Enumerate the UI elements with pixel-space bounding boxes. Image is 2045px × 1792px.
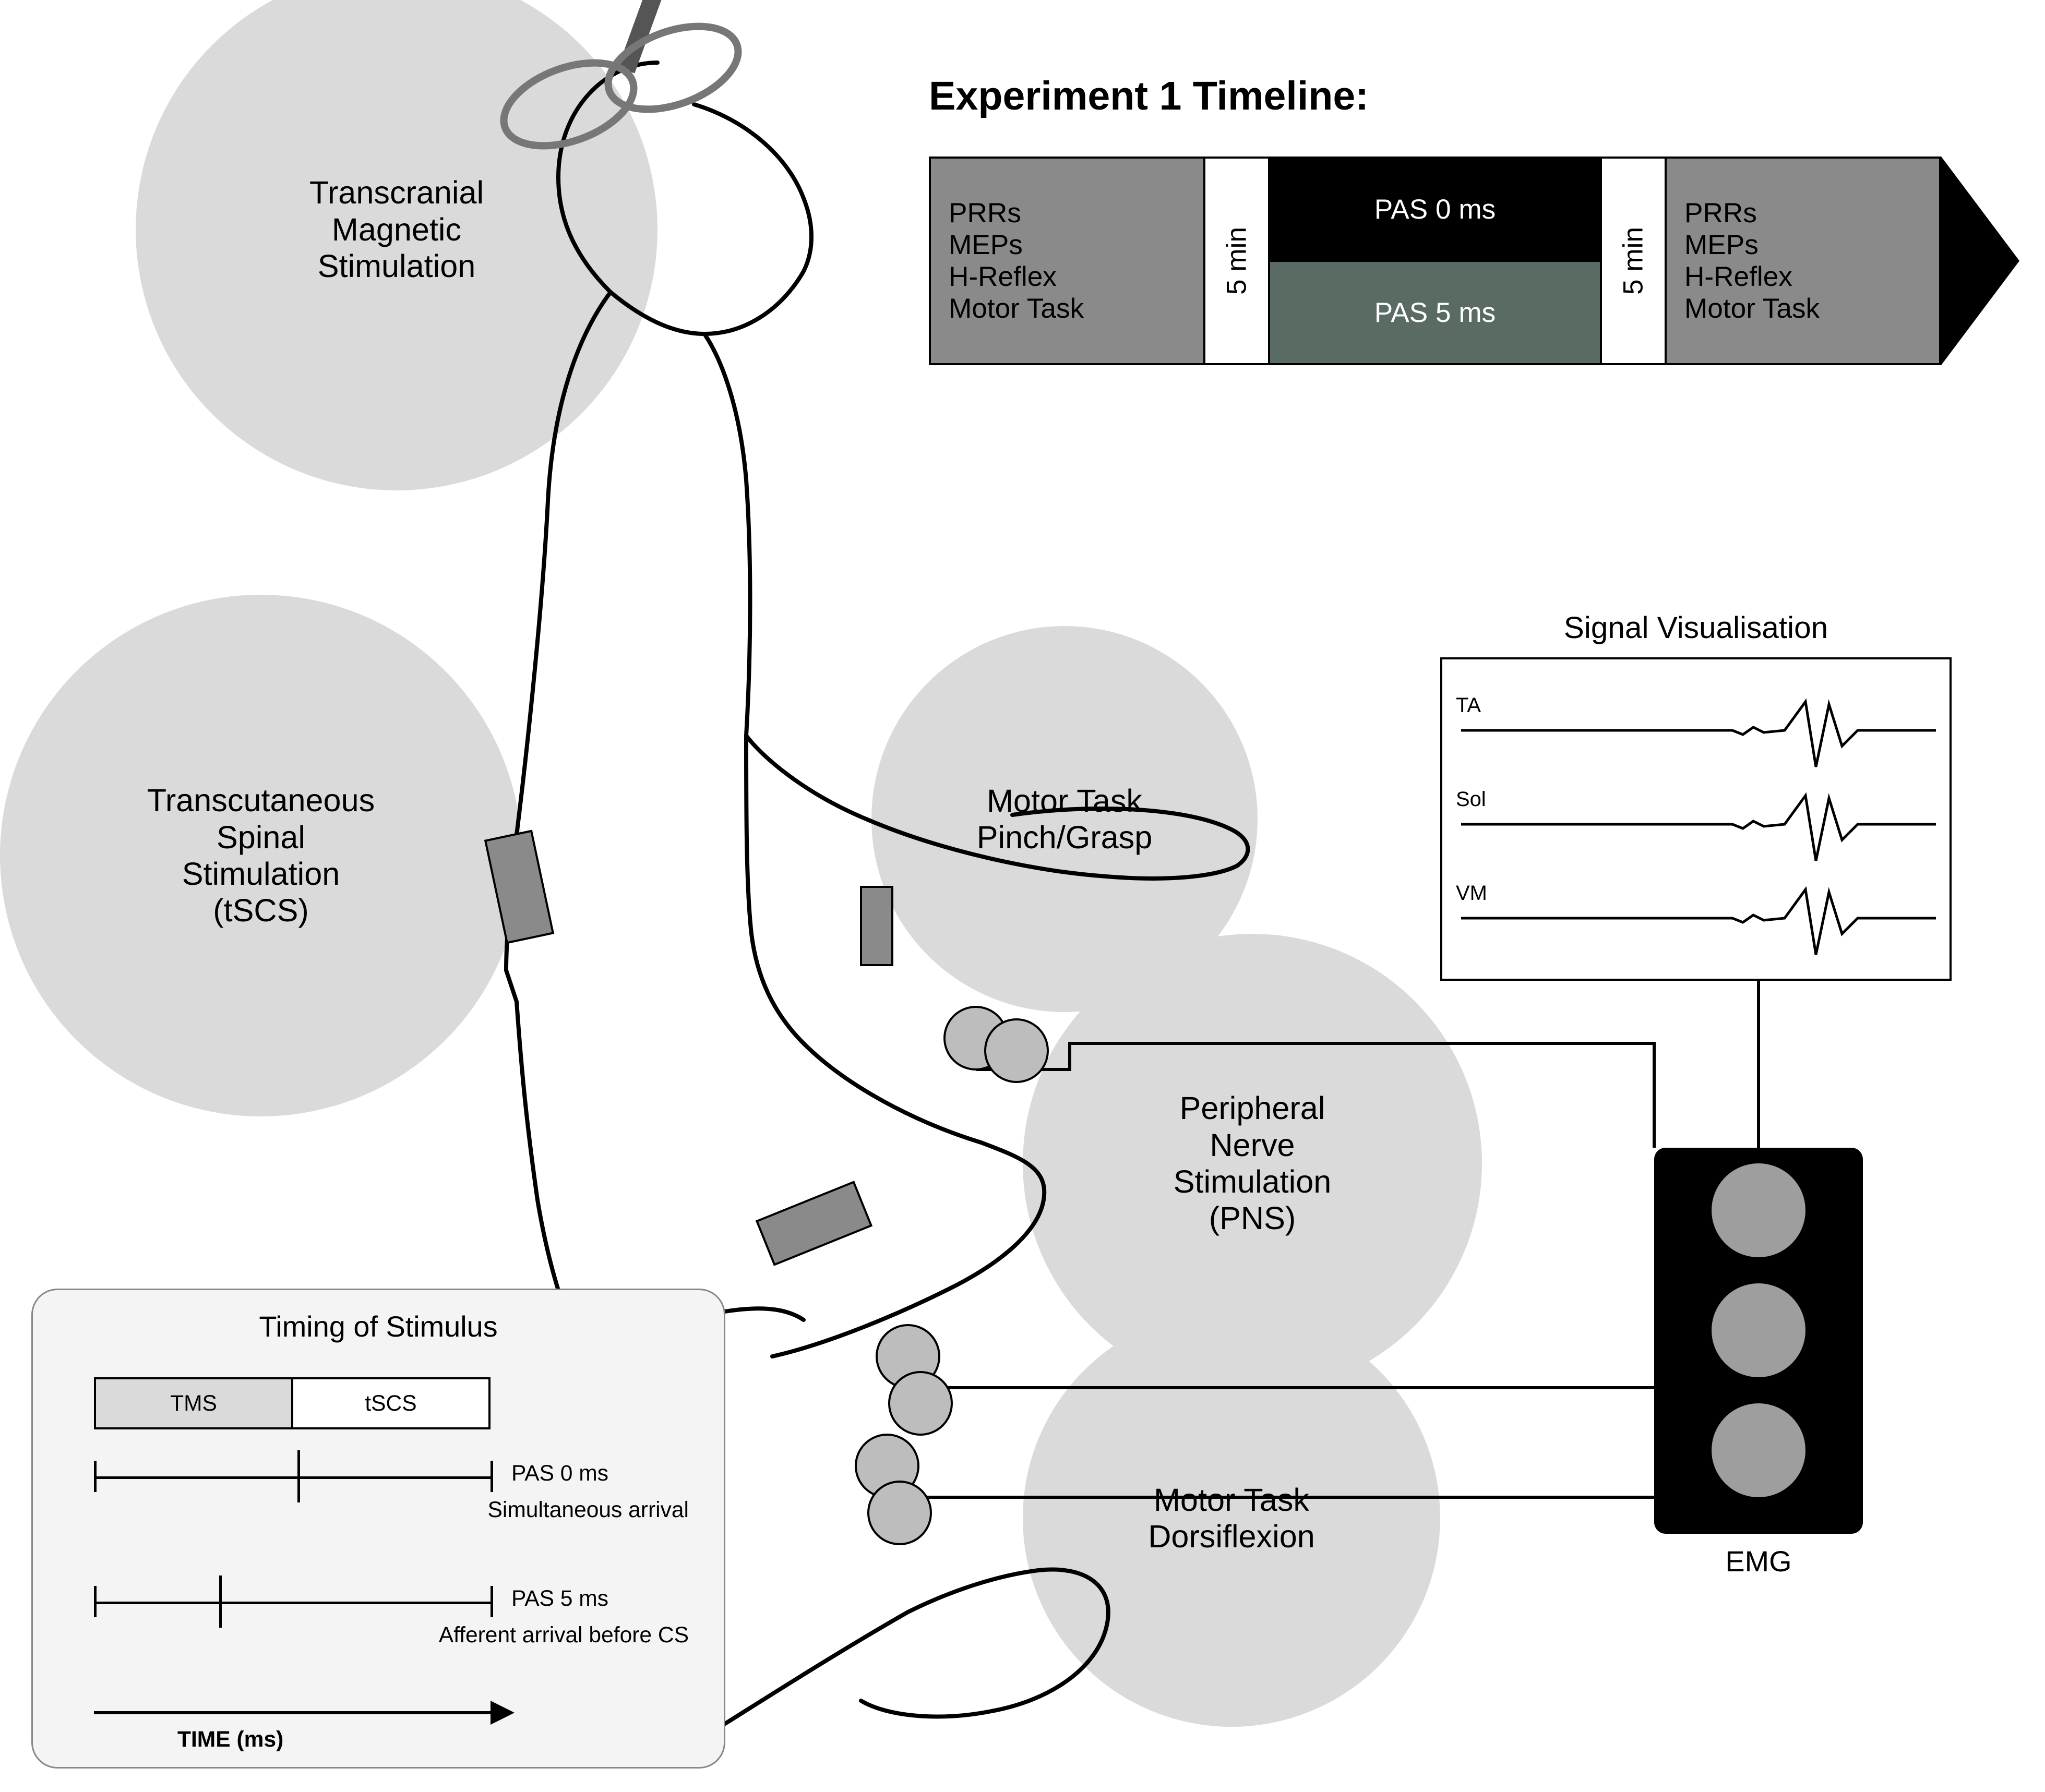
timeline-pas5: PAS 5 ms [1270, 260, 1600, 363]
timeline-pas0: PAS 0 ms [1270, 159, 1600, 260]
time-axis-arrowhead-icon [491, 1701, 515, 1725]
timing-row-0-sublabel: Simultaneous arrival [282, 1497, 689, 1523]
trace-TA [1461, 702, 1936, 767]
electrode-pair-4-b [889, 1372, 952, 1435]
trace-VM [1461, 889, 1936, 955]
timing-bar-tscs: tSCS [291, 1379, 488, 1427]
electrode-rect-0 [485, 831, 553, 943]
timing-row-1-label: PAS 5 ms [511, 1586, 608, 1611]
trace-Sol [1461, 796, 1936, 861]
timeline-arrowhead-icon [1941, 157, 2019, 365]
timing-bar: TMStSCS [94, 1377, 491, 1429]
timing-row-0-line [94, 1476, 491, 1479]
timing-row-1-line [94, 1602, 491, 1604]
timing-row-1-sublabel: Afferent arrival before CS [282, 1622, 689, 1648]
timing-bar-tms: TMS [96, 1379, 291, 1427]
time-axis-label: TIME (ms) [177, 1727, 283, 1752]
timeline-block-0: PRRsMEPsH-ReflexMotor Task [929, 157, 1205, 365]
timeline-gap-3: 5 min [1602, 157, 1665, 365]
electrode-rect-2 [757, 1182, 871, 1265]
signal-vis-traces [1440, 657, 1952, 981]
electrode-pair-5-b [868, 1482, 931, 1544]
timing-row-0-mid-tick [297, 1450, 300, 1502]
emg-port-1 [1712, 1283, 1805, 1377]
tms-coil-icon [493, 0, 749, 162]
timing-row-0-label: PAS 0 ms [511, 1461, 608, 1486]
electrode-rect-1 [861, 887, 892, 965]
wire-0 [976, 1043, 1654, 1148]
emg-port-2 [1712, 1403, 1805, 1497]
timing-row-0-end-tick [491, 1461, 493, 1492]
timing-row-1-start-tick [94, 1586, 97, 1617]
timeline-title: Experiment 1 Timeline: [929, 73, 1369, 119]
timeline-gap-1: 5 min [1205, 157, 1268, 365]
timing-panel-title: Timing of Stimulus [259, 1309, 497, 1343]
timing-row-1-mid-tick [219, 1575, 222, 1628]
emg-port-0 [1712, 1163, 1805, 1257]
timing-panel [31, 1289, 725, 1769]
timing-row-0-start-tick [94, 1461, 97, 1492]
timeline-block-4: PRRsMEPsH-ReflexMotor Task [1665, 157, 1941, 365]
timeline-split: PAS 0 msPAS 5 ms [1268, 157, 1602, 365]
electrode-pair-3-b [985, 1019, 1048, 1082]
time-axis-line [94, 1711, 491, 1714]
timing-row-1-end-tick [491, 1586, 493, 1617]
emg-label: EMG [1725, 1544, 1791, 1578]
signal-vis-title: Signal Visualisation [1564, 610, 1828, 645]
timeline: PRRsMEPsH-ReflexMotor Task5 minPAS 0 msP… [929, 157, 2019, 365]
